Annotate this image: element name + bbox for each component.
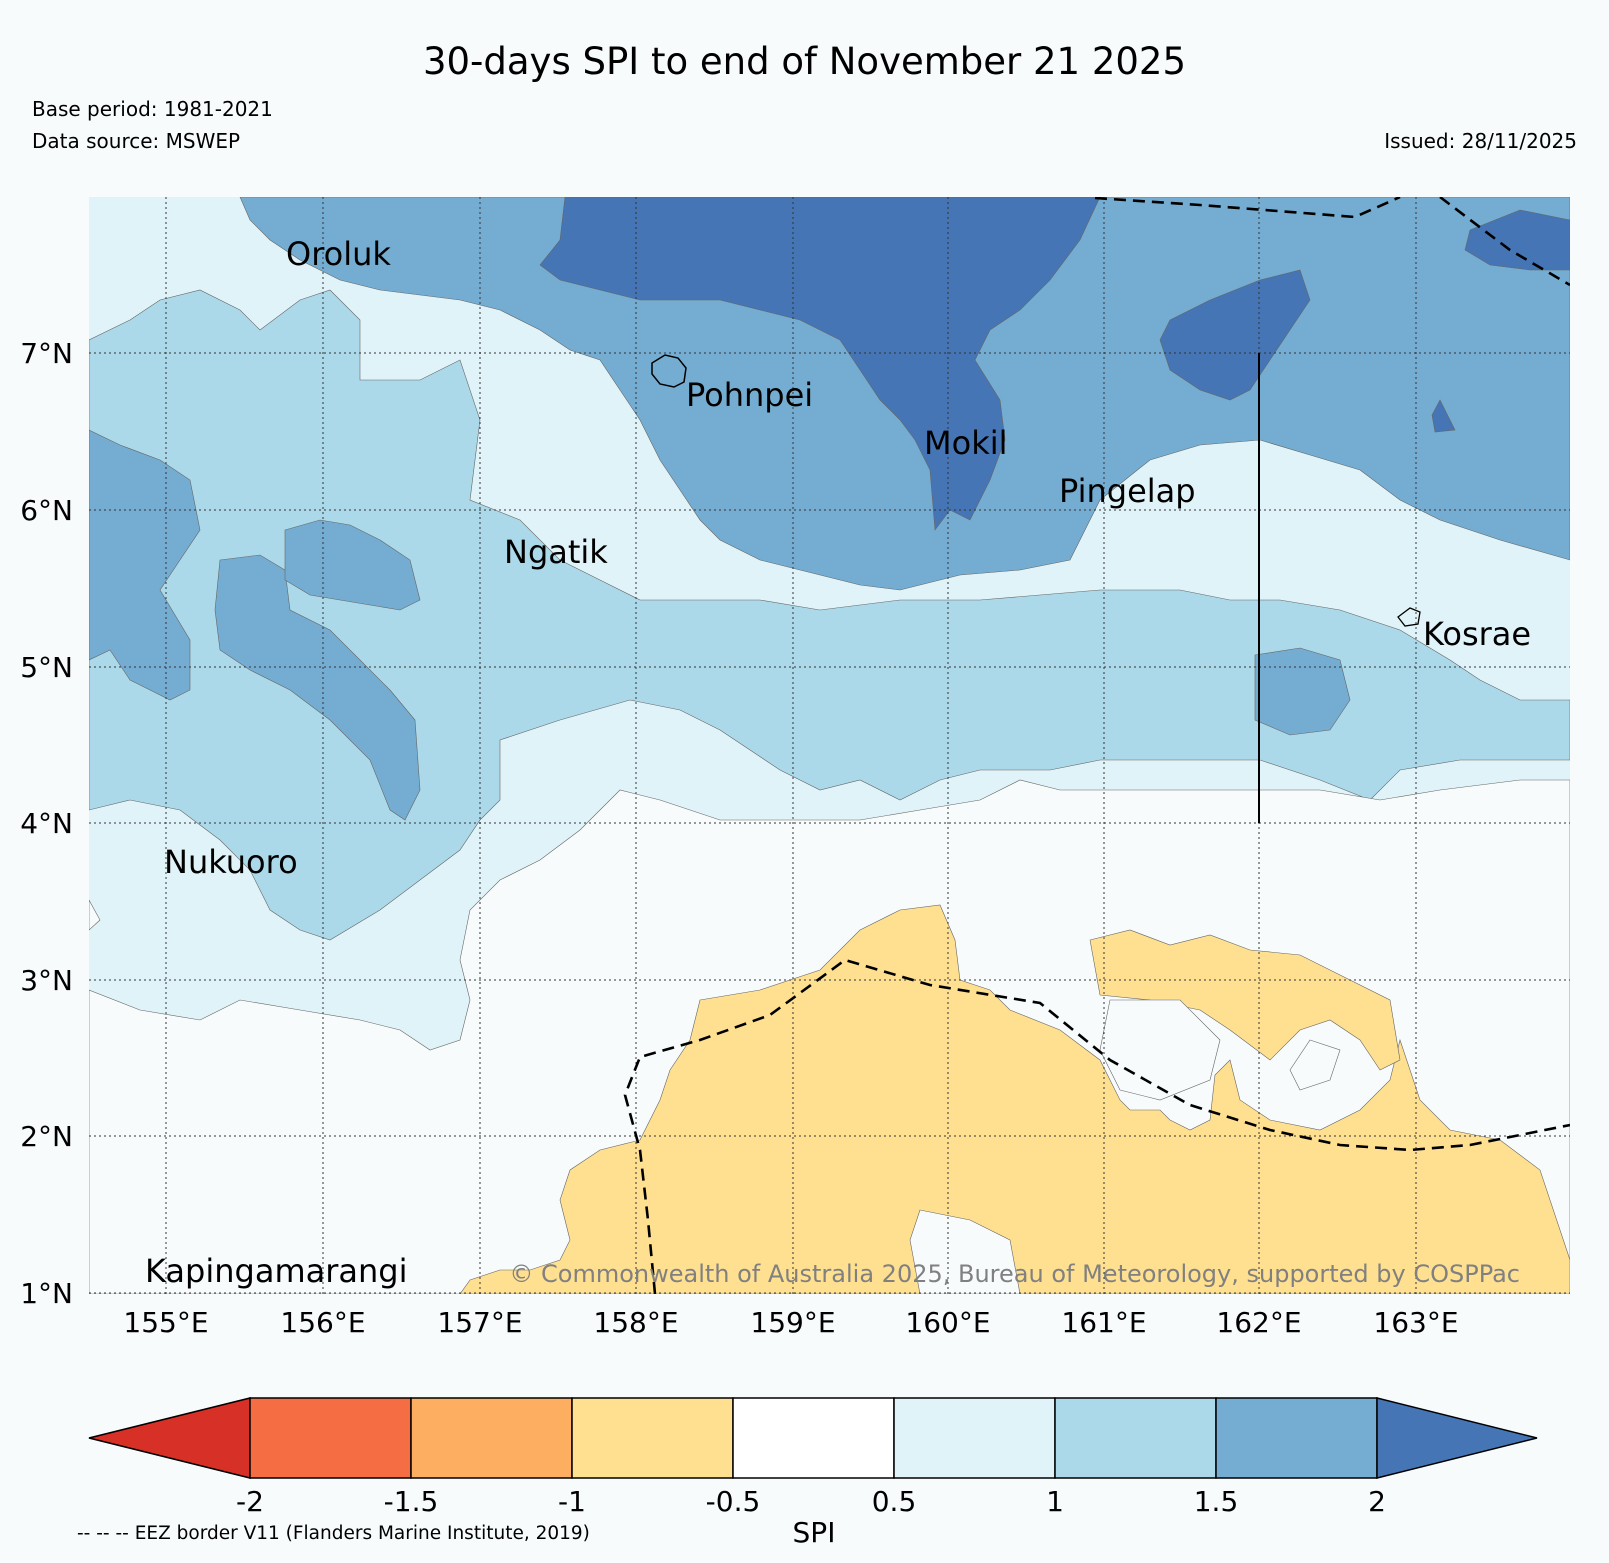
colorbar-swatch	[1215, 1397, 1378, 1479]
spi-neutral-hole-2	[909, 1209, 1021, 1294]
spi-band-1.5-2-east	[1254, 647, 1351, 736]
lon-label: 156°E	[280, 1306, 365, 1339]
lon-label: 162°E	[1216, 1306, 1301, 1339]
place-label-kapingamarangi: Kapingamarangi	[145, 1252, 407, 1290]
colorbar-swatch	[249, 1397, 412, 1479]
place-label-ngatik: Ngatik	[504, 533, 608, 571]
place-label-oroluk: Oroluk	[286, 235, 391, 273]
lat-label: 6°N	[20, 494, 73, 527]
spi-contour-fields	[89, 197, 1570, 1294]
lon-label: 163°E	[1373, 1306, 1458, 1339]
eez-border-south	[623, 958, 1570, 1294]
lat-label: 3°N	[20, 964, 73, 997]
spi-band-minus-0.5-2	[1089, 929, 1401, 1071]
spi-colorbar	[88, 1397, 1538, 1479]
eez-border-note: -- -- -- EEZ border V11 (Flanders Marine…	[77, 1523, 590, 1544]
spi-band-above-2-ne-3	[1431, 399, 1456, 433]
eez-border-north	[1094, 197, 1570, 287]
colorbar-tick: -2	[236, 1485, 264, 1518]
place-label-pingelap: Pingelap	[1059, 472, 1196, 510]
colorbar-swatch	[893, 1397, 1056, 1479]
colorbar-tick: 1.5	[1194, 1485, 1239, 1518]
lat-label: 7°N	[20, 337, 73, 370]
colorbar-extend-high	[1376, 1397, 1538, 1479]
colorbar-tick: -1	[558, 1485, 586, 1518]
kosrae-island-outline	[1397, 607, 1421, 627]
colorbar-swatch	[410, 1397, 573, 1479]
place-label-nukuoro: Nukuoro	[164, 843, 298, 881]
colorbar-tick: -1.5	[384, 1485, 439, 1518]
data-source-text: Data source: MSWEP	[32, 129, 241, 153]
lon-label: 159°E	[750, 1306, 835, 1339]
spi-band-1.5-2-west-3	[284, 519, 421, 611]
spi-band-1-1.5	[89, 289, 1570, 941]
lat-label: 2°N	[20, 1120, 73, 1153]
pohnpei-island-outline	[651, 354, 687, 388]
spi-band-above-2	[539, 197, 1101, 531]
lon-label: 155°E	[123, 1306, 208, 1339]
base-period-text: Base period: 1981-2021	[32, 97, 273, 121]
spi-neutral-hole-1	[1099, 999, 1221, 1101]
spi-band-1.5-2-west	[89, 429, 201, 701]
spi-band-above-2-ne	[1159, 269, 1311, 401]
issued-date-text: Issued: 28/11/2025	[1384, 129, 1577, 153]
lat-label: 5°N	[20, 651, 73, 684]
place-label-kosrae: Kosrae	[1423, 615, 1531, 653]
lon-label: 158°E	[593, 1306, 678, 1339]
map-title: 30-days SPI to end of November 21 2025	[422, 40, 1187, 83]
spi-band-above-2-ne-2	[1464, 209, 1570, 271]
lon-label: 160°E	[905, 1306, 990, 1339]
spi-neutral-hole-3	[1289, 1039, 1341, 1091]
colorbar-extend-low	[88, 1397, 251, 1479]
colorbar-label: SPI	[793, 1516, 836, 1549]
place-label-pohnpei: Pohnpei	[686, 376, 813, 414]
colorbar-tick: 2	[1368, 1485, 1386, 1518]
colorbar-tick: 0.5	[872, 1485, 917, 1518]
colorbar-swatch	[1054, 1397, 1217, 1479]
eez-border-lines	[623, 197, 1570, 1294]
place-label-mokil: Mokil	[924, 424, 1008, 462]
lon-label: 157°E	[437, 1306, 522, 1339]
colorbar-tick: 1	[1046, 1485, 1064, 1518]
colorbar-swatch	[732, 1397, 895, 1479]
copyright-text: © Commonwealth of Australia 2025, Bureau…	[509, 1260, 1520, 1288]
lat-label: 1°N	[20, 1277, 73, 1310]
lat-label: 4°N	[20, 807, 73, 840]
spi-band-minus-0.5	[459, 904, 1570, 1294]
graticule	[89, 197, 1570, 1294]
colorbar-swatch	[571, 1397, 734, 1479]
colorbar-tick: -0.5	[706, 1485, 761, 1518]
lon-label: 161°E	[1061, 1306, 1146, 1339]
